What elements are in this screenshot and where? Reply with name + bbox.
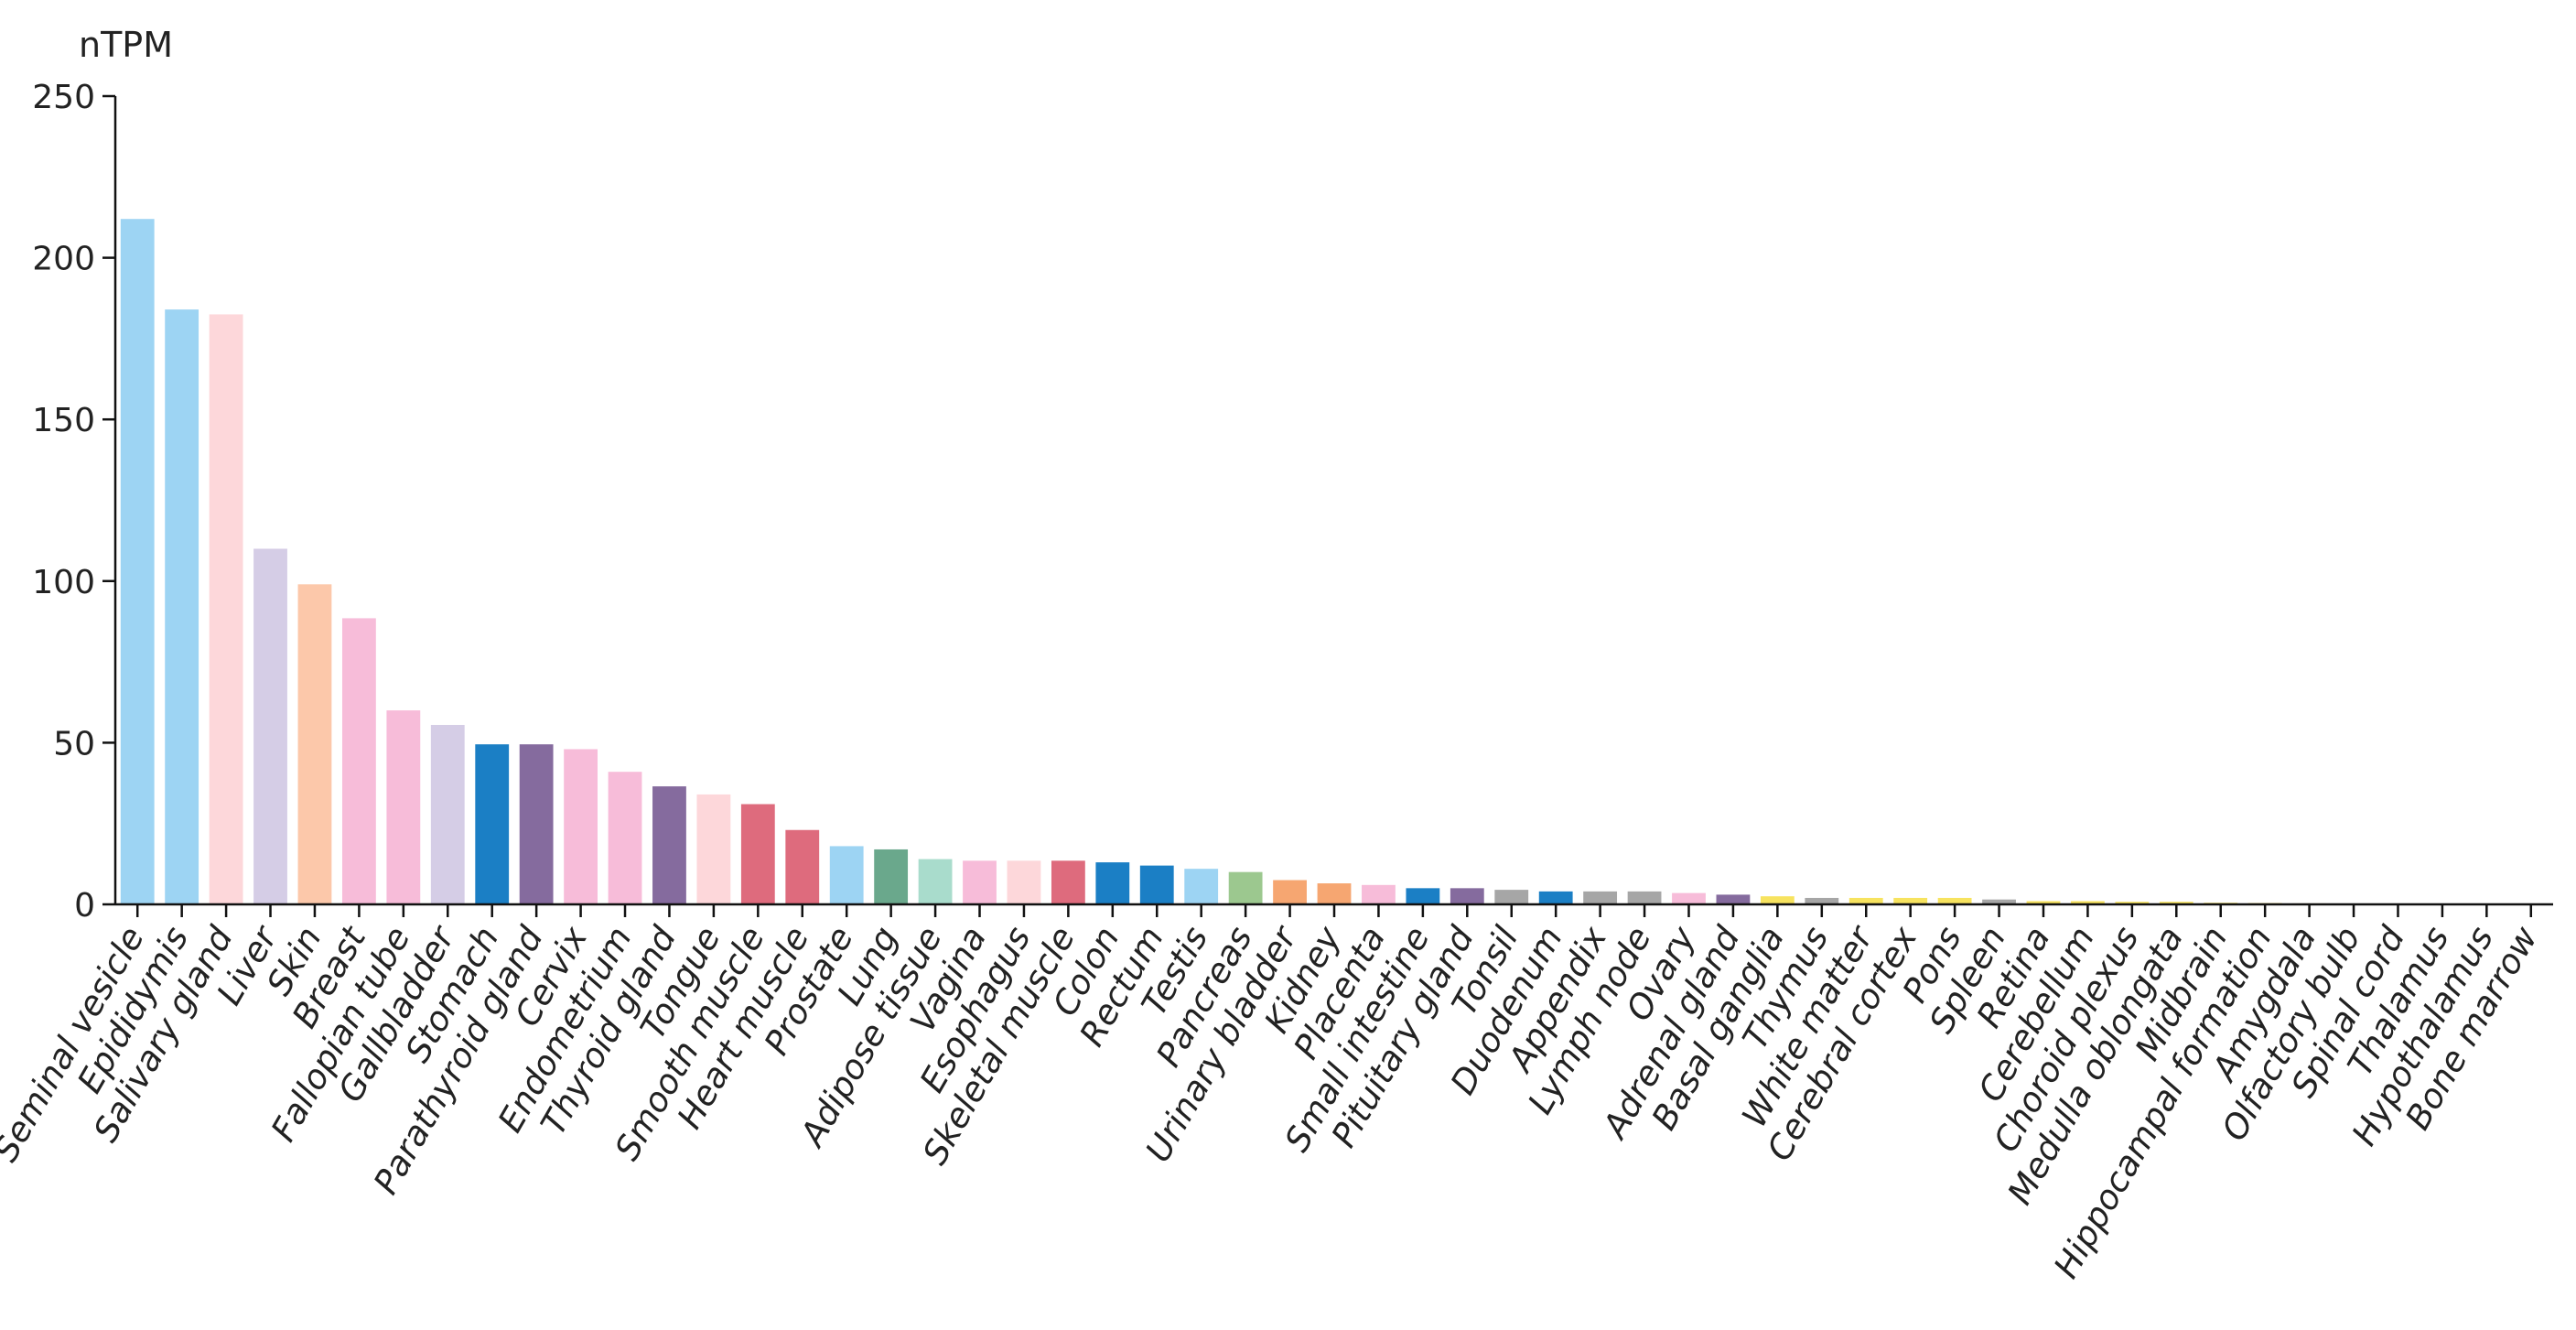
bar (1051, 860, 1085, 904)
bar (1450, 888, 1484, 904)
bar (1717, 894, 1751, 904)
bar (696, 795, 730, 904)
bar (1008, 860, 1041, 904)
bar (1583, 892, 1617, 904)
bar (253, 548, 287, 904)
bar (963, 860, 997, 904)
bar (1672, 893, 1706, 904)
y-tick-label: 150 (32, 402, 95, 439)
bar (342, 618, 376, 904)
bar (1362, 885, 1396, 904)
y-tick-label: 0 (74, 887, 95, 925)
bar (210, 314, 243, 904)
bar (652, 786, 686, 904)
bar (1229, 872, 1263, 904)
bar (1494, 890, 1528, 904)
bar (830, 846, 864, 904)
bar (741, 805, 775, 904)
bar (564, 749, 598, 904)
y-tick-label: 50 (53, 725, 95, 762)
bar (1184, 869, 1218, 904)
y-axis-title: nTPM (79, 25, 173, 65)
bar (121, 219, 155, 904)
bar (785, 830, 819, 904)
y-tick-label: 100 (32, 564, 95, 601)
bar (298, 584, 332, 904)
bar (919, 860, 953, 904)
bar (520, 744, 554, 904)
bar (1406, 888, 1439, 904)
bar (609, 772, 642, 904)
bar (1628, 892, 1662, 904)
bar (431, 725, 465, 904)
y-tick-label: 200 (32, 241, 95, 278)
bar (1273, 881, 1307, 904)
bar (1539, 892, 1573, 904)
bar (1761, 896, 1795, 904)
bar (386, 710, 420, 904)
bar (1095, 862, 1129, 904)
bar (874, 849, 908, 904)
bars-group (121, 219, 2548, 904)
bar (475, 744, 509, 904)
y-axis: 0 50 100 150 200 250 (32, 79, 115, 925)
bar (1318, 883, 1352, 904)
bar (165, 309, 199, 904)
bar (1140, 866, 1174, 904)
y-tick-label: 250 (32, 79, 95, 116)
